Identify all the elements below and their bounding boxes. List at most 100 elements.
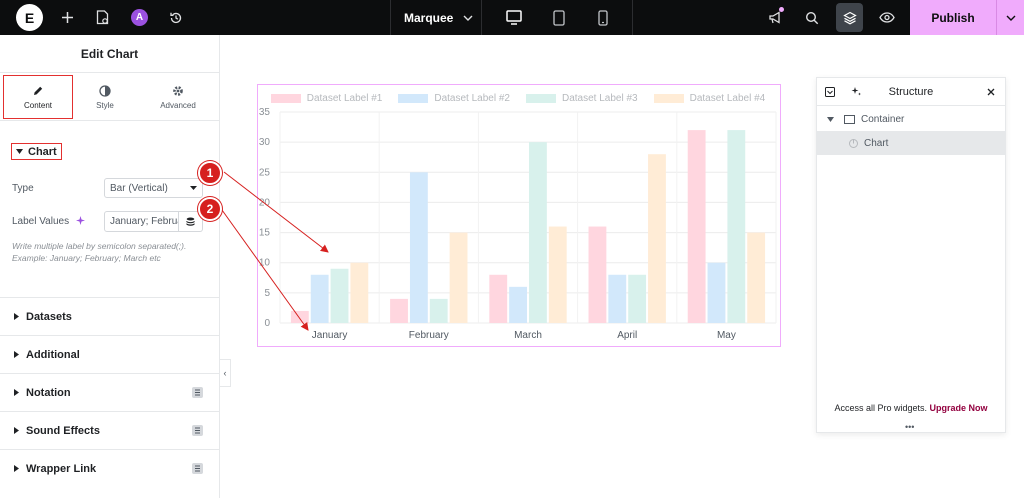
structure-item-container[interactable]: Container xyxy=(817,107,1005,131)
history-button[interactable] xyxy=(167,0,185,35)
caret-down-icon xyxy=(190,186,197,190)
divider xyxy=(481,0,482,35)
bar[interactable] xyxy=(350,262,369,323)
upgrade-promo: Access all Pro widgets. Upgrade Now xyxy=(817,403,1005,413)
tab-label: Style xyxy=(96,100,114,110)
y-tick-label: 25 xyxy=(259,167,271,178)
page-selector[interactable]: Marquee xyxy=(404,0,473,35)
structure-item-chart[interactable]: Chart xyxy=(817,131,1005,155)
publish-button[interactable]: Publish xyxy=(910,0,996,35)
caret-down-icon xyxy=(827,116,834,122)
bar[interactable] xyxy=(409,172,428,323)
legend-label: Dataset Label #3 xyxy=(562,93,638,104)
chart-widget[interactable]: Dataset Label #1 Dataset Label #2 Dataset … xyxy=(257,84,781,347)
accordion-notation[interactable]: Notation xyxy=(0,373,220,411)
help-line: Example: January; February; March etc xyxy=(12,253,161,263)
x-tick-label: March xyxy=(514,330,542,341)
label-text: Label Values xyxy=(12,216,70,227)
resize-handle[interactable]: ••• xyxy=(905,422,915,432)
mobile-view-button[interactable] xyxy=(585,0,621,35)
y-tick-label: 10 xyxy=(259,258,271,269)
close-icon[interactable] xyxy=(987,88,995,96)
tab-advanced[interactable]: Advanced xyxy=(143,73,213,121)
collapse-all-icon[interactable] xyxy=(825,87,835,97)
page-settings-button[interactable] xyxy=(93,0,111,35)
legend-item[interactable]: Dataset Label #2 xyxy=(398,93,510,104)
tab-content[interactable]: Content xyxy=(3,75,73,119)
pro-badge-icon xyxy=(192,387,203,398)
caret-right-icon xyxy=(14,351,19,358)
tab-style[interactable]: Style xyxy=(70,73,140,121)
tablet-view-button[interactable] xyxy=(541,0,577,35)
accordion-label: Additional xyxy=(26,348,80,361)
bar[interactable] xyxy=(529,142,547,323)
bar[interactable] xyxy=(449,232,468,323)
bar[interactable] xyxy=(290,310,309,323)
elementor-logo-button[interactable]: E xyxy=(16,4,43,31)
help-line: Write multiple label by semicolon separa… xyxy=(12,241,187,251)
chart-plot: 0 5 10 15 20 25 30 35 January February March April M… xyxy=(259,107,777,341)
chevron-down-icon xyxy=(463,15,473,21)
caret-right-icon xyxy=(14,465,19,472)
legend-item[interactable]: Dataset Label #4 xyxy=(653,93,765,104)
upgrade-now-link[interactable]: Upgrade Now xyxy=(929,403,988,413)
accordion-sound-effects[interactable]: Sound Effects xyxy=(0,411,220,449)
add-element-button[interactable] xyxy=(58,0,76,35)
bar[interactable] xyxy=(747,232,766,323)
section-chart-toggle[interactable]: Chart xyxy=(11,143,62,160)
desktop-view-button[interactable] xyxy=(496,0,532,35)
bar[interactable] xyxy=(648,154,666,323)
y-tick-label: 20 xyxy=(259,197,271,208)
collapse-panel-button[interactable]: ‹ xyxy=(220,359,231,387)
history-icon xyxy=(170,12,182,23)
legend-item[interactable]: Dataset Label #1 xyxy=(270,93,382,104)
database-icon xyxy=(186,217,195,226)
tab-label: Advanced xyxy=(160,100,196,110)
selected-value: Bar (Vertical) xyxy=(110,182,168,194)
accordion-wrapper-link[interactable]: Wrapper Link xyxy=(0,449,220,487)
chevron-down-icon xyxy=(1006,15,1015,21)
accordion-additional[interactable]: Additional xyxy=(0,335,220,373)
bar[interactable] xyxy=(310,274,329,323)
bar[interactable] xyxy=(687,130,706,323)
bar[interactable] xyxy=(509,286,527,323)
accordion-datasets[interactable]: Datasets xyxy=(0,297,220,335)
accordion-label: Notation xyxy=(26,386,71,399)
eye-icon xyxy=(879,12,895,23)
dynamic-tags-button[interactable] xyxy=(179,211,203,232)
legend-item[interactable]: Dataset Label #3 xyxy=(526,93,638,104)
bar[interactable] xyxy=(429,298,448,323)
accordion-label: Sound Effects xyxy=(26,424,100,437)
editor-panel: Edit Chart Content Style Advanced xyxy=(0,35,220,498)
bar[interactable] xyxy=(628,274,647,323)
bar[interactable] xyxy=(390,298,408,323)
accordion-label: Wrapper Link xyxy=(26,462,97,475)
bar[interactable] xyxy=(330,268,349,323)
ai-sparkle-icon[interactable] xyxy=(851,86,862,97)
structure-button[interactable] xyxy=(836,3,863,32)
bar[interactable] xyxy=(727,130,746,323)
bar[interactable] xyxy=(548,226,567,323)
help-text: Write multiple label by semicolon separa… xyxy=(12,240,202,264)
whats-new-button[interactable] xyxy=(765,0,785,35)
divider xyxy=(632,0,633,35)
preview-button[interactable] xyxy=(877,0,897,35)
ai-sparkle-icon[interactable] xyxy=(75,216,85,225)
publish-options-button[interactable] xyxy=(996,0,1024,35)
search-button[interactable] xyxy=(803,0,821,35)
label-values-input[interactable]: January; Februa xyxy=(104,211,179,232)
x-tick-label: May xyxy=(717,330,736,341)
promo-text: Access all Pro widgets. xyxy=(834,403,927,413)
page-name: Marquee xyxy=(404,10,454,25)
search-icon xyxy=(805,11,819,24)
ai-assistant-button[interactable]: A xyxy=(131,9,148,26)
bar[interactable] xyxy=(608,274,627,323)
chart-type-select[interactable]: Bar (Vertical) xyxy=(104,178,203,198)
panel-tabs: Content Style Advanced xyxy=(0,73,219,121)
bar[interactable] xyxy=(489,274,508,323)
bar[interactable] xyxy=(707,262,726,323)
mobile-icon xyxy=(598,9,608,26)
bar[interactable] xyxy=(588,226,607,323)
half-circle-icon xyxy=(99,84,111,97)
accordion-label: Datasets xyxy=(26,310,72,323)
